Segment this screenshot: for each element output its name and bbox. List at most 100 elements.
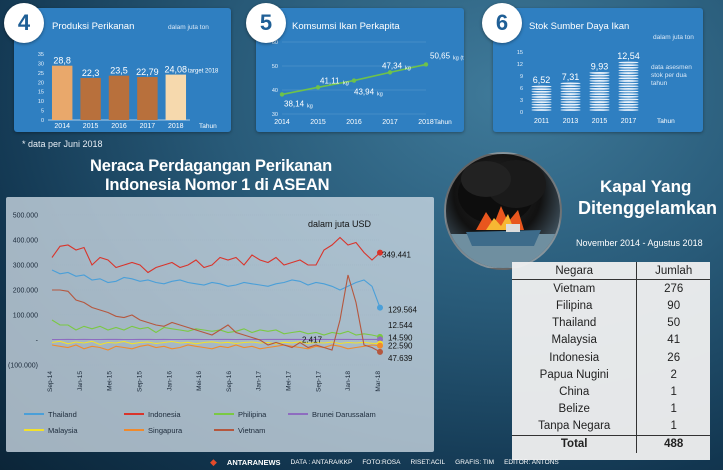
fish-icon: [618, 90, 639, 93]
country-cell: China: [512, 383, 638, 401]
fish-icon: [531, 93, 552, 96]
count-cell: 90: [667, 299, 681, 312]
card-title: Komsumsi Ikan Perkapita: [292, 21, 400, 32]
fish-icon: [560, 90, 581, 93]
x-tick-label: 2017: [140, 123, 156, 130]
data-label: 6,52: [533, 75, 551, 85]
legend-label: Indonesia: [148, 410, 181, 419]
fish-icon: [531, 96, 552, 98]
fish-icon: [618, 109, 639, 111]
x-tick-label: 2011: [534, 118, 549, 125]
burning-ship-photo: [444, 152, 562, 270]
country-cell: Belize: [512, 400, 638, 418]
data-point: [387, 70, 393, 75]
end-value-label: 14.590: [388, 334, 413, 343]
fish-icon: [589, 98, 610, 101]
fish-icon: [560, 85, 581, 87]
count-cell: 50: [667, 317, 681, 330]
unit-note: dalam juta ton: [168, 24, 209, 31]
series-line: [51, 344, 381, 351]
data-unit: kg: [343, 80, 349, 86]
data-unit: kg: [405, 65, 411, 71]
fish-icon: [589, 85, 610, 88]
unit-label: dalam juta USD: [308, 219, 372, 229]
count-cell: 41: [667, 334, 681, 347]
fish-icon: [531, 101, 552, 104]
end-point: [377, 342, 383, 349]
fish-icon: [618, 103, 639, 106]
table-row: Indonesia 26: [512, 348, 710, 367]
data-unit: kg: [377, 92, 383, 98]
count-cell: 2: [670, 368, 677, 381]
fish-icon: [589, 79, 610, 82]
total-value: 488: [664, 438, 684, 451]
y-tick-label: 50: [272, 64, 278, 70]
ships-table-panel: Negara Jumlah Vietnam 276 Filipina 90 Thaila…: [512, 262, 710, 460]
card-number-badge: 5: [246, 3, 286, 43]
x-tick-label: Mei-15: [107, 371, 114, 391]
table-row: Belize 1: [512, 400, 710, 418]
table-row: Filipina 90: [512, 297, 710, 315]
fish-icon: [531, 88, 552, 91]
fish-icon: [560, 103, 581, 106]
footer-data: DATA : ANTARA/KKP: [290, 458, 353, 466]
y-tick-label: 3: [520, 98, 523, 104]
col-header-count: Jumlah: [655, 264, 693, 277]
y-tick-label: 100.000: [13, 313, 38, 320]
y-tick-label: 60: [272, 40, 278, 46]
fish-icon: [589, 101, 610, 103]
fish-icon: [531, 103, 552, 106]
bar: [165, 74, 187, 120]
x-tick-label: Mei-17: [286, 371, 293, 391]
country-cell: Thailand: [512, 314, 638, 332]
data-point: [351, 78, 357, 83]
fish-icon: [618, 74, 639, 77]
bar: [531, 85, 552, 111]
x-tick-label: 2015: [592, 118, 608, 125]
fish-icon: [560, 87, 581, 90]
fish-icon: [618, 77, 639, 80]
data-label: 22,3: [82, 68, 100, 78]
x-tick-label: 2017: [382, 119, 398, 126]
series-line: [51, 236, 381, 274]
country-cell: Vietnam: [512, 279, 638, 298]
y-tick-label: -: [36, 338, 39, 345]
count-cell: 1: [670, 403, 677, 416]
fish-icon: [618, 93, 639, 96]
fish-icon: [618, 98, 639, 101]
count-cell: 1: [670, 420, 677, 433]
data-label: 50,65: [430, 51, 451, 60]
x-tick-label: Jan-17: [256, 371, 263, 391]
data-label: 22,79: [136, 67, 159, 77]
data-point: [315, 85, 321, 90]
fish-icon: [618, 64, 639, 67]
y-tick-label: (100.000): [8, 363, 38, 370]
data-label: 7,31: [562, 72, 580, 82]
fish-icon: [618, 95, 639, 98]
fish-icon: [589, 95, 610, 98]
count-cell: 1: [670, 385, 677, 398]
y-tick-label: 300.000: [13, 263, 38, 270]
bar: [618, 61, 639, 111]
target-note: target 2018: [188, 69, 219, 75]
country-cell: Tanpa Negara: [512, 417, 638, 436]
end-point: [377, 336, 383, 343]
x-tick-label: 2017: [621, 118, 637, 125]
x-axis-label: Tahun: [657, 118, 675, 125]
y-tick-label: 5: [41, 109, 44, 115]
y-tick-label: 0: [520, 110, 523, 116]
y-tick-label: 35: [38, 52, 44, 58]
end-point: [377, 348, 383, 355]
fish-icon: [560, 109, 581, 111]
fish-icon: [589, 103, 610, 106]
end-point: [377, 304, 383, 311]
total-label: Total: [512, 435, 638, 454]
production-bar-chart: 0 5 10 15 20 25 30 35 28,8 2014 22,3 2015 23,5 2016 22…: [38, 52, 219, 130]
count-cell: 276: [664, 282, 684, 295]
trade-balance-line-chart: 500.000 400.000 300.000 200.000 100.000 - (100…: [8, 213, 417, 436]
data-unit: kg: [307, 103, 313, 109]
fish-icon: [560, 82, 581, 85]
unit-note: dalam juta ton: [653, 34, 694, 41]
x-tick-label: 2016: [346, 119, 362, 126]
fish-icon: [618, 87, 639, 90]
